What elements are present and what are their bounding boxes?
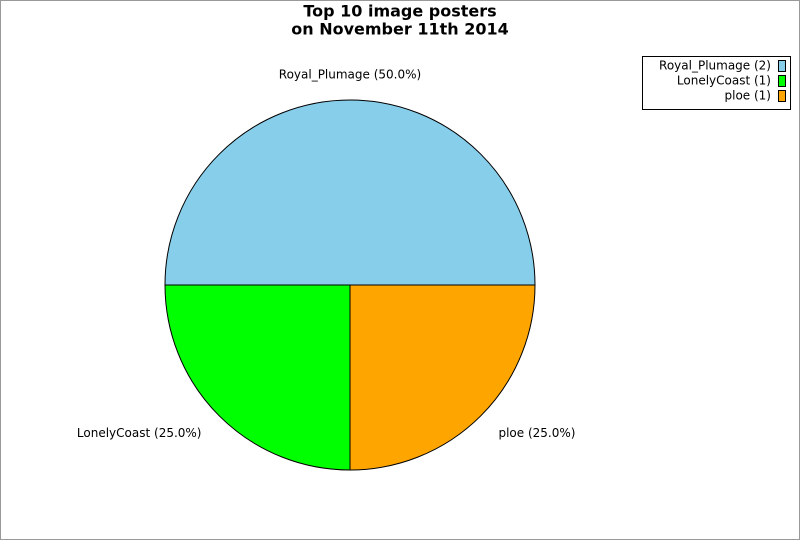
slice-label: Royal_Plumage (50.0%) xyxy=(279,68,421,82)
slice-label: LonelyCoast (25.0%) xyxy=(77,426,202,440)
legend-swatch xyxy=(778,75,786,87)
pie-slice xyxy=(164,99,536,286)
pie-slice xyxy=(164,284,351,471)
legend-swatch xyxy=(778,90,786,102)
legend-label: Royal_Plumage (2) xyxy=(659,59,771,73)
legend-label: LonelyCoast (1) xyxy=(677,74,771,88)
legend-swatch xyxy=(778,60,786,72)
legend-box xyxy=(642,56,791,110)
legend-label: ploe (1) xyxy=(725,89,772,103)
pie-slice xyxy=(349,284,536,471)
chart-title: Top 10 image posters xyxy=(303,2,496,21)
slice-label: ploe (25.0%) xyxy=(498,426,575,440)
chart-title: on November 11th 2014 xyxy=(291,20,508,39)
